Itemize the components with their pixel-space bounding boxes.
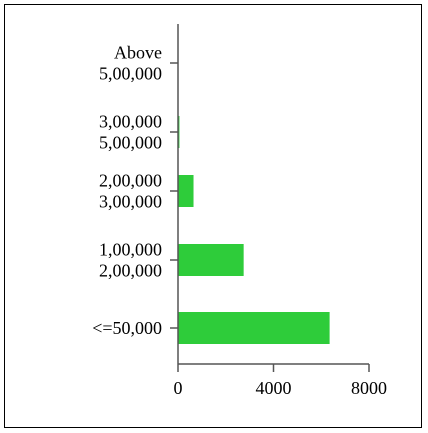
- bar-4: [178, 312, 330, 344]
- category-label-2-line-1: 3,00,000: [99, 192, 162, 212]
- category-label-0-line-0: Above: [114, 43, 162, 63]
- category-label-3-line-0: 1,00,000: [99, 240, 162, 260]
- x-tick-label-2: 8000: [351, 378, 387, 398]
- category-label-3-line-1: 2,00,000: [99, 261, 162, 281]
- category-label-3: 1,00,000 2,00,000: [99, 240, 162, 281]
- category-label-2: 2,00,000 3,00,000: [99, 171, 162, 212]
- x-tick-label-0: 0: [174, 378, 183, 398]
- bars-group: [178, 116, 330, 344]
- x-tick-label-1: 4000: [256, 378, 292, 398]
- chart-frame: [4, 4, 422, 428]
- category-label-1-line-0: 3,00,000: [99, 112, 162, 132]
- category-label-0-line-1: 5,00,000: [99, 64, 162, 84]
- category-label-1: 3,00,000 5,00,000: [99, 112, 162, 153]
- category-label-0: Above 5,00,000: [99, 43, 162, 84]
- category-label-4-line-0: <=50,000: [92, 318, 162, 338]
- bar-3: [178, 244, 244, 276]
- bar-2: [178, 175, 194, 207]
- category-label-2-line-0: 2,00,000: [99, 171, 162, 191]
- axes-group: [170, 24, 370, 372]
- category-label-4: <=50,000: [92, 318, 162, 338]
- category-label-1-line-1: 5,00,000: [99, 133, 162, 153]
